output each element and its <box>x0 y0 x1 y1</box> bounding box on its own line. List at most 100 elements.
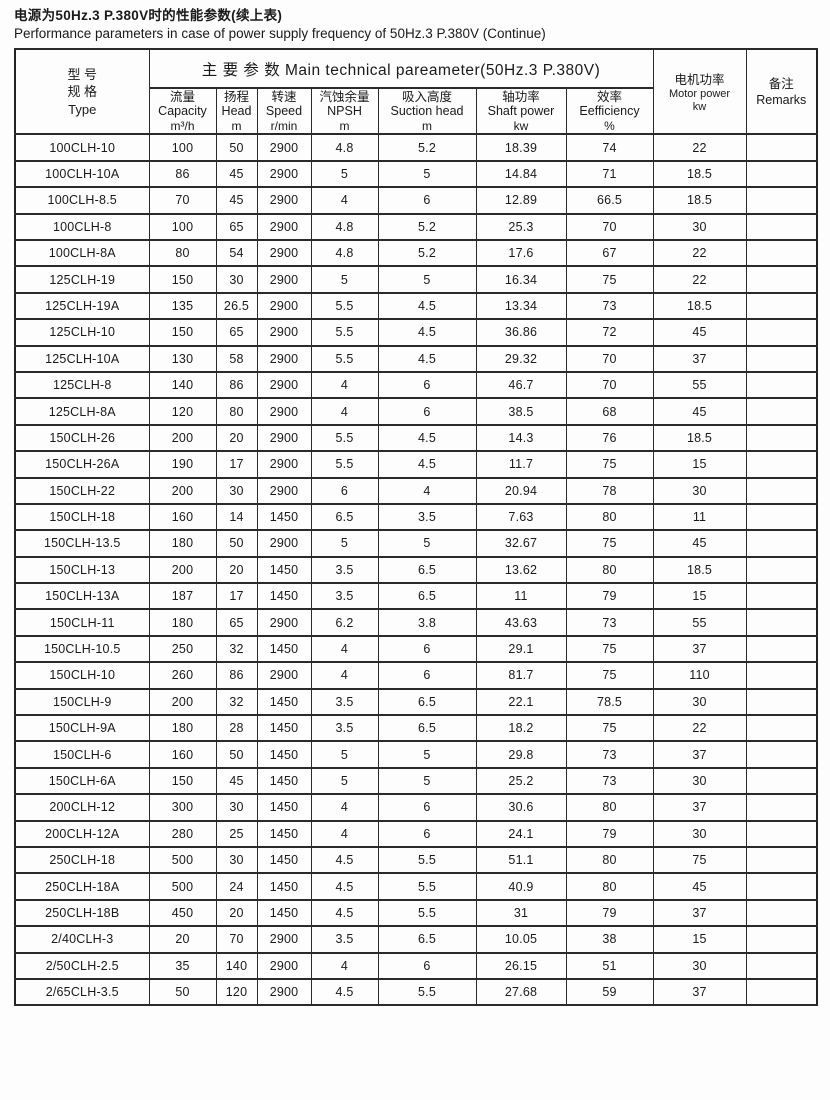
cell-motor-power: 45 <box>652 872 747 901</box>
cell-type: 125CLH-8A <box>14 397 150 426</box>
cell-npsh: 4.8 <box>310 212 379 241</box>
cell-efficiency: 75 <box>565 529 654 558</box>
cell-remarks <box>745 450 818 479</box>
table-row: 150CLH-13 200 20 1450 3.5 6.5 13.62 80 18.5 <box>14 555 818 585</box>
cell-efficiency: 73 <box>565 766 654 796</box>
cell-efficiency: 74 <box>565 133 654 162</box>
cell-suction-head: 4.5 <box>377 423 477 453</box>
cell-npsh: 5.5 <box>310 423 379 453</box>
cell-type: 125CLH-10 <box>14 318 150 347</box>
table-row: 150CLH-9A 180 28 1450 3.5 6.5 18.2 75 22 <box>14 714 818 743</box>
cell-type: 150CLH-22 <box>14 476 150 505</box>
cell-npsh: 4 <box>310 661 379 690</box>
table-row: 2/40CLH-3 20 70 2900 3.5 6.5 10.05 38 15 <box>14 925 818 954</box>
cell-efficiency: 70 <box>565 212 654 241</box>
cell-shaft-power: 29.1 <box>475 634 567 664</box>
performance-table: 型 号 规 格 Type 主 要 参 数 Main technical pare… <box>14 48 819 1007</box>
cell-suction-head: 6.5 <box>377 555 477 585</box>
cell-remarks <box>745 397 818 426</box>
cell-speed: 1450 <box>256 502 312 532</box>
cell-suction-head: 4.5 <box>377 291 477 321</box>
cell-npsh: 3.5 <box>310 582 379 611</box>
cell-efficiency: 71 <box>565 159 654 189</box>
cell-remarks <box>745 318 818 347</box>
cell-motor-power: 37 <box>652 740 747 769</box>
cell-type: 100CLH-8.5 <box>14 186 150 215</box>
cell-head: 24 <box>215 872 258 901</box>
cell-efficiency: 78 <box>565 476 654 505</box>
cell-motor-power: 18.5 <box>652 186 747 215</box>
cell-speed: 1450 <box>256 740 312 769</box>
cell-motor-power: 30 <box>652 819 747 848</box>
table-row: 150CLH-13A 187 17 1450 3.5 6.5 11 79 15 <box>14 582 818 611</box>
cell-remarks <box>745 634 818 664</box>
cell-capacity: 180 <box>148 608 217 637</box>
cell-remarks <box>745 872 818 901</box>
cell-head: 54 <box>215 238 258 268</box>
cell-npsh: 5 <box>310 740 379 769</box>
motor-power-unit: kw <box>692 101 707 114</box>
cell-capacity: 70 <box>148 186 217 215</box>
table-row: 150CLH-26A 190 17 2900 5.5 4.5 11.7 75 15 <box>14 450 818 479</box>
cell-shaft-power: 31 <box>475 898 567 928</box>
cell-efficiency: 76 <box>565 423 654 453</box>
cell-speed: 2900 <box>256 951 312 980</box>
table-row: 150CLH-6 160 50 1450 5 5 29.8 73 37 <box>14 740 818 769</box>
cell-npsh: 6 <box>310 476 379 505</box>
cell-npsh: 4 <box>310 819 379 848</box>
cell-head: 45 <box>215 766 258 796</box>
cell-motor-power: 18.5 <box>652 423 747 453</box>
cell-shaft-power: 10.05 <box>475 925 567 954</box>
table-row: 100CLH-8.5 70 45 2900 4 6 12.89 66.5 18.5 <box>14 186 818 215</box>
cell-shaft-power: 36.86 <box>475 318 567 347</box>
cell-head: 25 <box>215 819 258 848</box>
cell-efficiency: 68 <box>565 397 654 426</box>
table-row: 125CLH-19 150 30 2900 5 5 16.34 75 22 <box>14 265 818 294</box>
cell-npsh: 4.5 <box>310 977 379 1007</box>
cell-remarks <box>745 661 818 690</box>
cell-shaft-power: 27.68 <box>475 977 567 1007</box>
cell-type: 150CLH-26 <box>14 423 150 453</box>
cell-efficiency: 51 <box>565 951 654 980</box>
cell-head: 30 <box>215 476 258 505</box>
cell-speed: 2900 <box>256 529 312 558</box>
cell-speed: 2900 <box>256 291 312 321</box>
cell-head: 20 <box>215 423 258 453</box>
main-parameter-group-header: 主 要 参 数 Main technical pareameter(50Hz.3… <box>148 48 654 90</box>
cell-remarks <box>745 502 818 532</box>
cell-shaft-power: 40.9 <box>475 872 567 901</box>
cell-head: 58 <box>215 344 258 373</box>
cell-npsh: 5.5 <box>310 450 379 479</box>
cell-type: 100CLH-10 <box>14 133 150 162</box>
cell-suction-head: 5.5 <box>377 872 477 901</box>
cell-remarks <box>745 951 818 980</box>
cell-type: 2/50CLH-2.5 <box>14 951 150 980</box>
cell-speed: 1450 <box>256 582 312 611</box>
cell-type: 125CLH-8 <box>14 370 150 400</box>
cell-shaft-power: 29.32 <box>475 344 567 373</box>
column-header-speed: 转速 Speed r/min <box>256 87 312 136</box>
cell-suction-head: 4.5 <box>377 318 477 347</box>
cell-type: 200CLH-12A <box>14 819 150 848</box>
cell-capacity: 130 <box>148 344 217 373</box>
cell-head: 30 <box>215 265 258 294</box>
cell-efficiency: 66.5 <box>565 186 654 215</box>
cell-efficiency: 75 <box>565 450 654 479</box>
cell-shaft-power: 14.3 <box>475 423 567 453</box>
cell-capacity: 280 <box>148 819 217 848</box>
cell-type: 150CLH-13A <box>14 582 150 611</box>
cell-shaft-power: 25.2 <box>475 766 567 796</box>
sub-header-row: 流量 Capacity m³/h 扬程 Head m 转速 Speed r/mi… <box>15 87 817 136</box>
cell-npsh: 4.8 <box>310 133 379 162</box>
cell-remarks <box>745 133 818 162</box>
cell-head: 20 <box>215 555 258 585</box>
cell-motor-power: 37 <box>652 344 747 373</box>
table-row: 150CLH-13.5 180 50 2900 5 5 32.67 75 45 <box>14 529 818 558</box>
cell-remarks <box>745 186 818 215</box>
cell-suction-head: 6.5 <box>377 714 477 743</box>
cell-efficiency: 72 <box>565 318 654 347</box>
cell-shaft-power: 38.5 <box>475 397 567 426</box>
cell-speed: 2900 <box>256 265 312 294</box>
cell-efficiency: 59 <box>565 977 654 1007</box>
cell-head: 65 <box>215 608 258 637</box>
